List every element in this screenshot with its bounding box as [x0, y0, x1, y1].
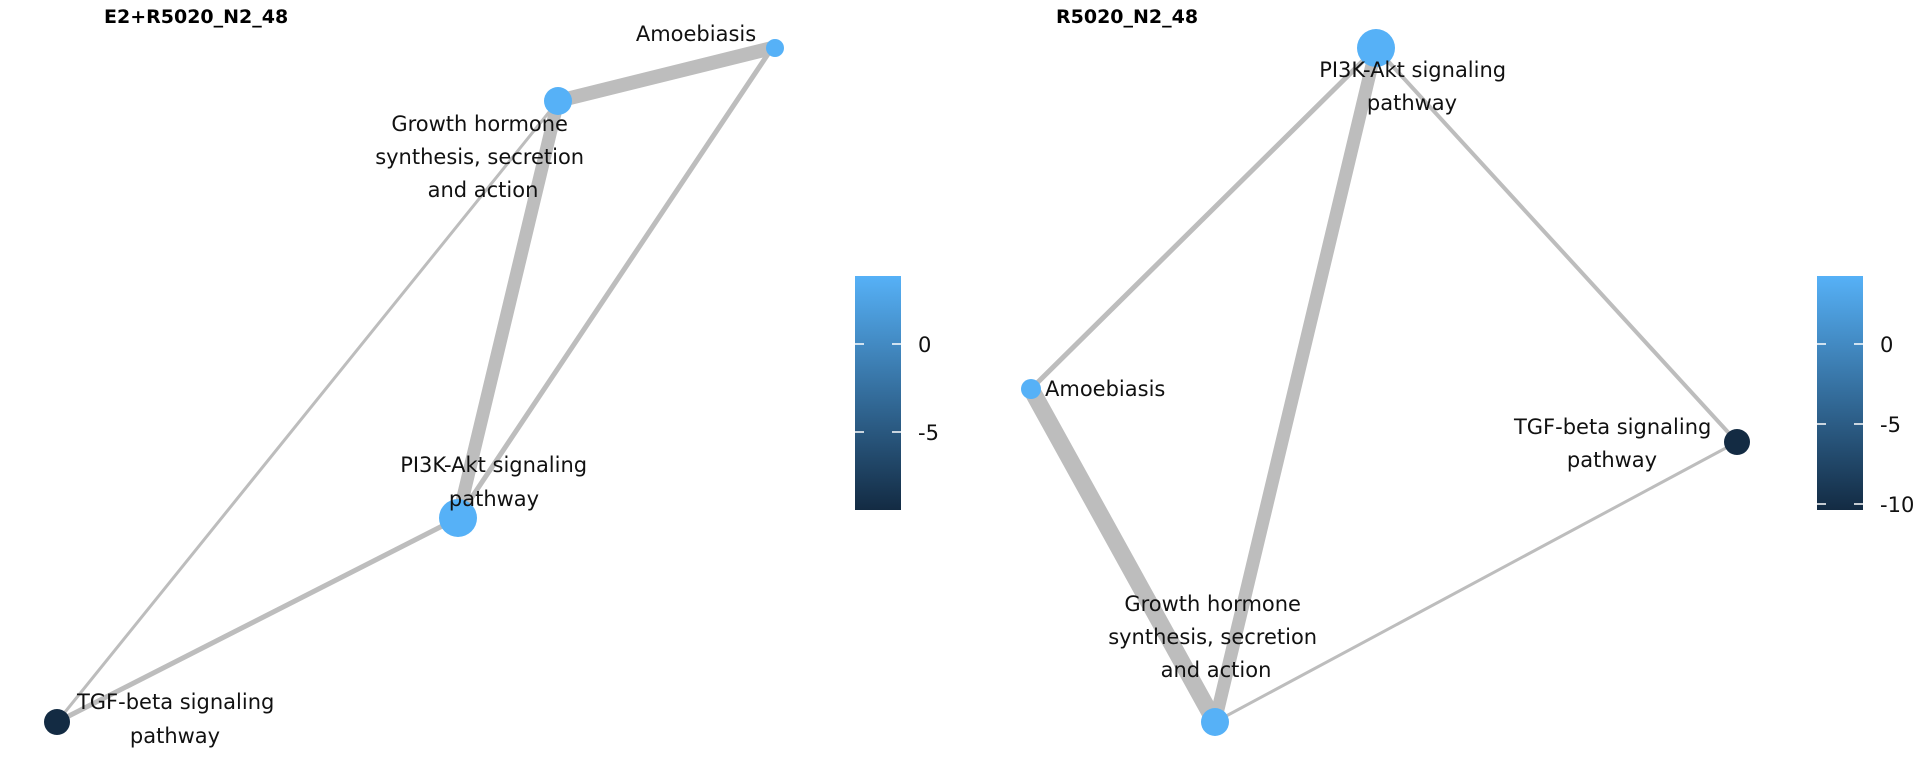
colorbar: [1817, 276, 1863, 510]
edges: [1022, 41, 1739, 731]
edge-pi3k-tgf: [54, 515, 461, 725]
color-legend: 0 -5: [855, 276, 939, 510]
edge-pi3k-tgf: [1374, 46, 1739, 444]
label-amoebiasis: Amoebiasis: [636, 22, 756, 46]
label-tgf-beta: TGF-beta signaling pathway: [1513, 415, 1718, 472]
legend-tick-2: -10: [1880, 493, 1914, 517]
label-pi3k-akt: PI3K-Akt signaling pathway: [400, 453, 594, 511]
label-amoebiasis: Amoebiasis: [1045, 377, 1165, 401]
node-amoebiasis: [766, 39, 784, 57]
legend-tick-1: -5: [918, 421, 939, 445]
edge-pi3k-growth: [1208, 41, 1383, 729]
node-growth-hormone: [1201, 708, 1229, 736]
edge-growth-tgf: [55, 99, 560, 724]
nodes: [1021, 29, 1750, 736]
legend-tick-0: 0: [918, 333, 931, 357]
edges: [54, 41, 779, 725]
edge-amoebiasis-pi3k: [455, 45, 775, 521]
node-pi3k-akt: [1357, 29, 1395, 67]
node-labels: Amoebiasis Growth hormone synthesis, sec…: [76, 22, 756, 748]
node-labels: PI3K-Akt signaling pathway Amoebiasis TG…: [1045, 58, 1718, 682]
edge-amoebiasis-growth: [1022, 380, 1224, 731]
node-pi3k-akt: [439, 499, 477, 537]
panel-e2-r5020: E2+R5020_N2_48 Amoebiasis Growth hormone…: [44, 6, 939, 748]
legend-tick-0: 0: [1880, 333, 1893, 357]
edge-pi3k-amoebiasis: [1028, 45, 1379, 392]
legend-tick-1: -5: [1880, 413, 1901, 437]
label-growth-hormone: Growth hormone synthesis, secretion and …: [1108, 592, 1324, 682]
panel-title: R5020_N2_48: [1056, 6, 1198, 28]
label-tgf-beta: TGF-beta signaling pathway: [76, 690, 281, 748]
edge-growth-pi3k: [451, 94, 565, 525]
edge-amoebiasis-growth: [551, 41, 779, 108]
color-legend: 0 -5 -10: [1817, 276, 1914, 517]
node-tgf-beta: [1724, 429, 1750, 455]
panel-title: E2+R5020_N2_48: [104, 6, 288, 28]
node-tgf-beta: [44, 709, 70, 735]
panel-r5020: R5020_N2_48 PI3K-Akt signaling pathway A…: [1021, 6, 1914, 736]
label-growth-hormone: Growth hormone synthesis, secretion and …: [375, 112, 591, 202]
node-growth-hormone: [544, 87, 572, 115]
nodes: [44, 39, 784, 735]
edge-tgf-growth: [1213, 440, 1739, 724]
colorbar: [855, 276, 901, 510]
node-amoebiasis: [1021, 379, 1041, 399]
label-pi3k-akt: PI3K-Akt signaling pathway: [1319, 58, 1513, 115]
